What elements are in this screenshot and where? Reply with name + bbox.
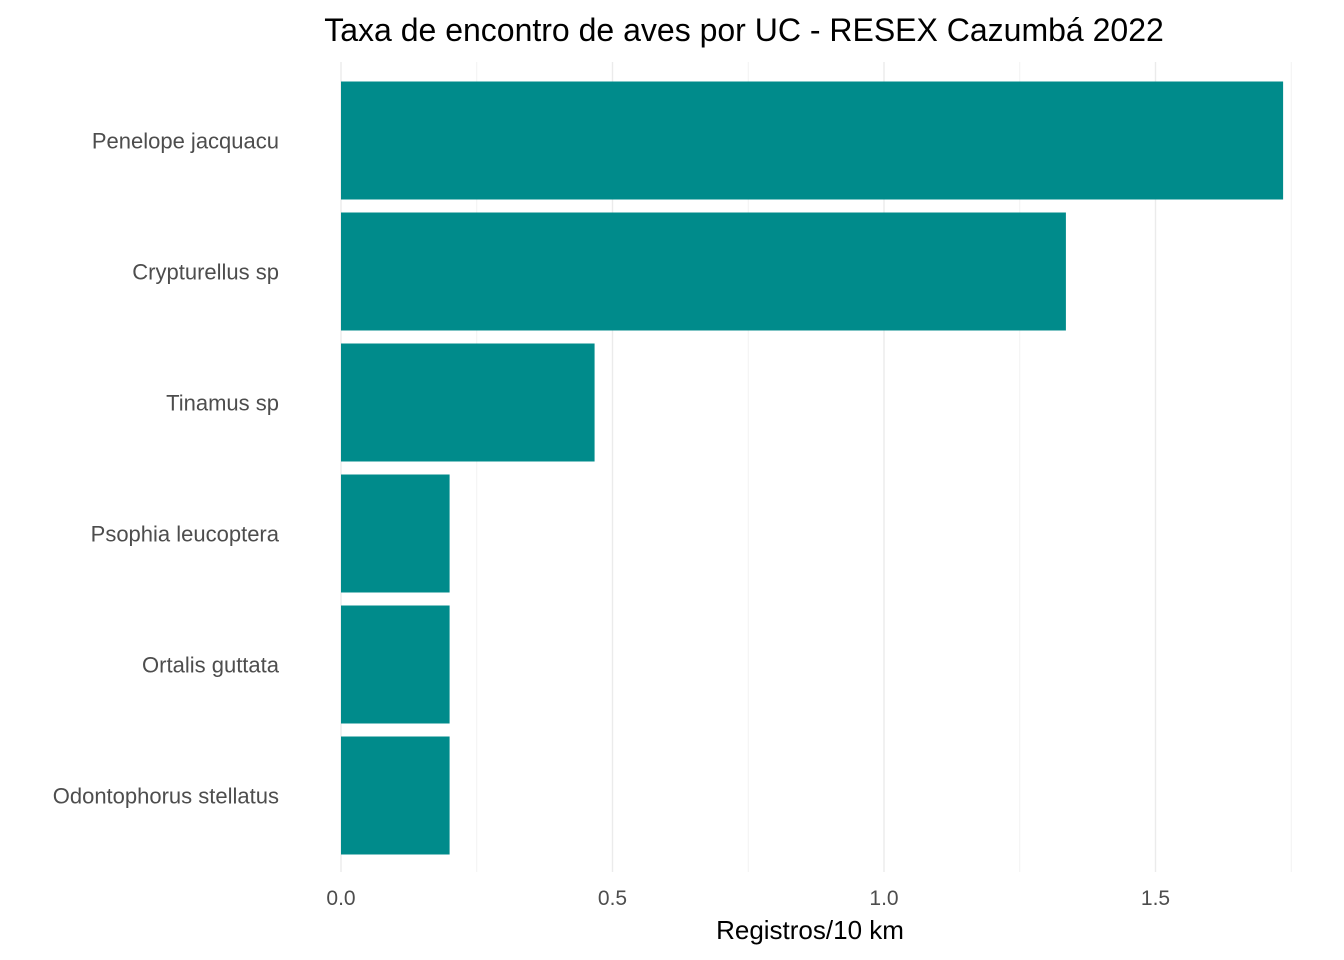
bar bbox=[341, 605, 450, 724]
x-tick-label: 0.5 bbox=[598, 887, 627, 910]
bar bbox=[341, 212, 1066, 331]
category-label: Tinamus sp bbox=[166, 391, 279, 416]
category-labels: Penelope jacquacu Crypturellus sp Tinamus … bbox=[53, 129, 280, 809]
x-tick-labels: 0.0 0.5 1.0 1.5 bbox=[326, 887, 1170, 910]
category-label: Penelope jacquacu bbox=[92, 129, 279, 154]
category-label: Crypturellus sp bbox=[132, 260, 279, 285]
bar bbox=[341, 81, 1284, 200]
category-label: Ortalis guttata bbox=[142, 653, 280, 678]
x-axis-title: Registros/10 km bbox=[716, 915, 904, 945]
x-tick-label: 1.5 bbox=[1141, 887, 1170, 910]
bar bbox=[341, 343, 595, 462]
x-tick-label: 0.0 bbox=[326, 887, 355, 910]
bar bbox=[341, 736, 450, 855]
chart-title: Taxa de encontro de aves por UC - RESEX … bbox=[324, 12, 1164, 48]
x-tick-label: 1.0 bbox=[869, 887, 898, 910]
category-label: Odontophorus stellatus bbox=[53, 784, 279, 809]
category-label: Psophia leucoptera bbox=[91, 522, 280, 547]
bars bbox=[341, 81, 1284, 855]
bar bbox=[341, 474, 450, 593]
